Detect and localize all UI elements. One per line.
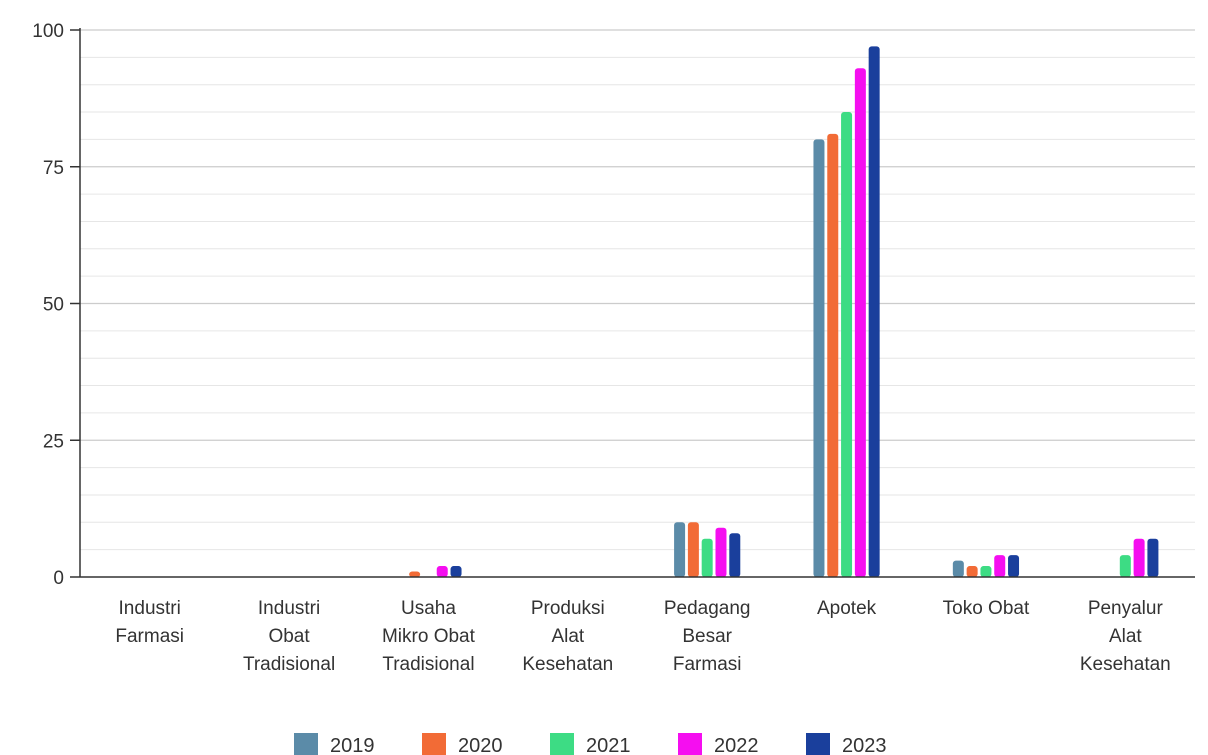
bar [1119,555,1131,577]
bar [1147,538,1159,577]
legend-item: 2020 [422,733,503,755]
legend-swatch [294,733,318,755]
bar [841,112,853,578]
legend-item: 2023 [806,733,887,755]
legend-item: 2021 [550,733,631,755]
bar [980,566,992,577]
axes [79,28,1195,578]
y-tick-label: 75 [43,158,64,179]
legend-label: 2019 [330,735,375,755]
bar [715,527,727,577]
bar [436,566,448,577]
bar [868,46,880,578]
x-category-label: Toko Obat [943,598,1030,619]
legend-item: 2019 [294,733,375,755]
x-category-label: Usaha Mikro Obat Tradisional [382,598,476,675]
bar [966,566,978,577]
legend-item: 2022 [678,733,759,755]
bar [854,68,866,577]
bar [701,538,713,577]
x-category-label: Apotek [817,598,877,619]
bar [674,522,686,577]
bar [994,555,1006,577]
legend-swatch [806,733,830,755]
bar [813,139,825,577]
bar [729,533,741,577]
legend-label: 2020 [458,735,503,755]
legend-swatch [550,733,574,755]
y-tick-label: 25 [43,431,64,452]
x-category-label: Industri Farmasi [115,598,184,647]
bars [409,46,1159,578]
legend: 2019 2020 2021 2022 2023 [294,733,887,755]
y-tick-label: 50 [43,295,64,316]
x-axis-category-labels: Industri Farmasi Industri Obat Tradisional Us… [115,598,1170,675]
x-category-label: Pedagang Besar Farmasi [664,598,751,675]
legend-label: 2023 [842,735,887,755]
legend-label: 2022 [714,735,759,755]
legend-swatch [422,733,446,755]
bar [1133,538,1145,577]
x-category-label: Produksi Alat Kesehatan [522,598,613,675]
bar [827,133,839,577]
legend-label: 2021 [586,735,631,755]
bar [952,560,964,577]
bar [409,571,421,577]
bar [1008,555,1020,577]
x-category-label: Industri Obat Tradisional [243,598,335,675]
bar [450,566,462,577]
y-tick-label: 0 [53,568,64,589]
bar [687,522,699,577]
y-axis-ticks: 0 25 50 75 100 [32,21,80,589]
x-category-label: Penyalur Alat Kesehatan [1080,598,1171,675]
legend-swatch [678,733,702,755]
gridlines [80,29,1195,551]
y-tick-label: 100 [32,21,64,42]
